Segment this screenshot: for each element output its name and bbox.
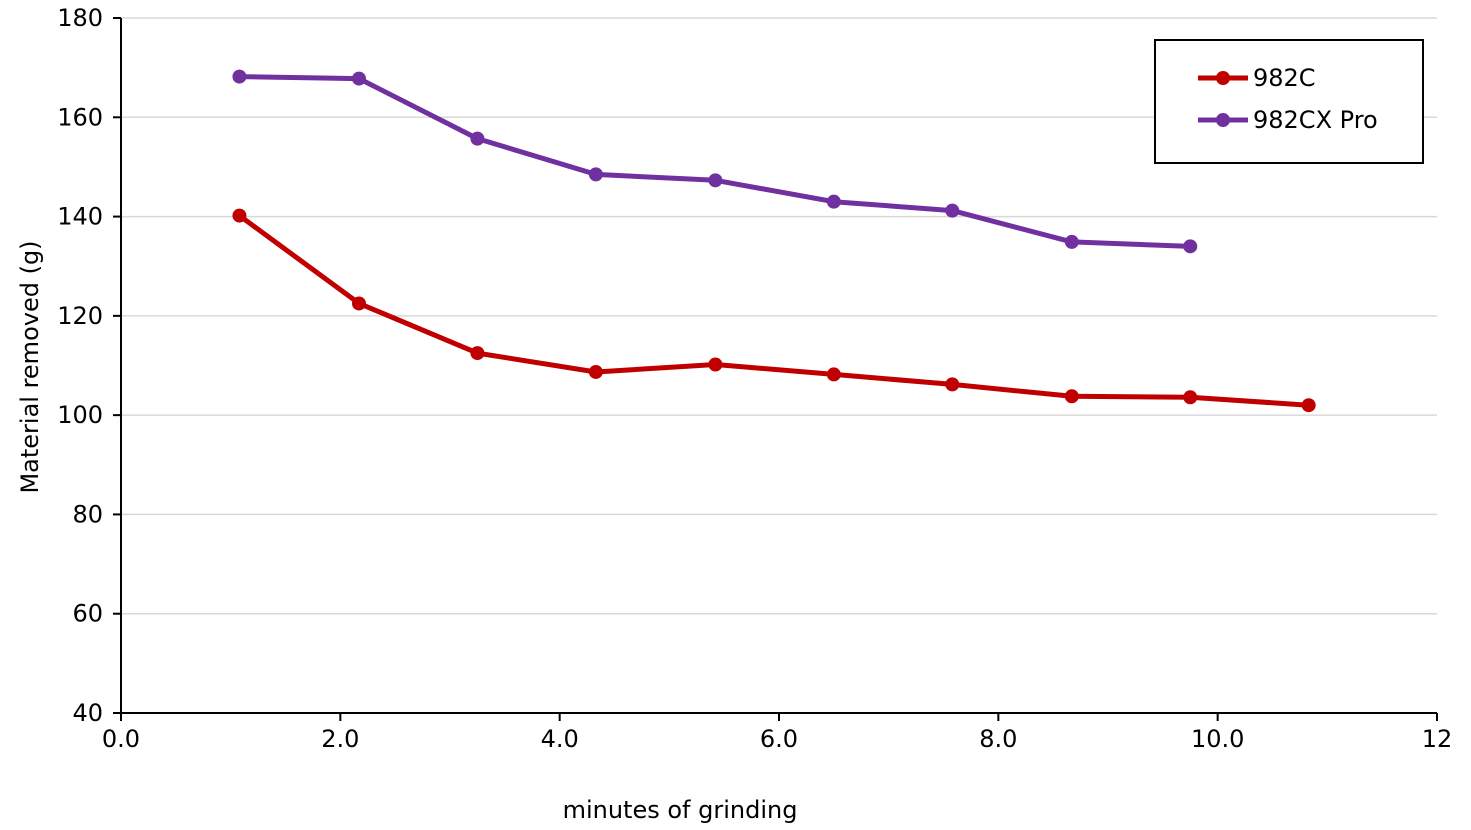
data-point — [588, 167, 603, 182]
x-tick-label: 8.0 — [979, 725, 1017, 753]
x-tick-label: 4.0 — [541, 725, 579, 753]
grid-lines — [121, 17, 1437, 615]
data-point — [588, 364, 603, 379]
data-point — [826, 194, 841, 209]
series-line — [236, 213, 1312, 408]
y-tick-label: 100 — [57, 401, 103, 429]
data-point — [470, 346, 485, 361]
x-tick-label: 12 — [1422, 725, 1453, 753]
data-point — [1064, 234, 1079, 249]
legend-label: 982CX Pro — [1253, 106, 1378, 134]
legend-box — [1154, 39, 1424, 164]
data-point — [232, 208, 247, 223]
y-tick-label: 40 — [72, 699, 103, 727]
data-point — [708, 173, 723, 188]
y-tick-label: 80 — [72, 500, 103, 528]
legend: 982C 982CX Pro — [1154, 39, 1424, 164]
y-tick-label: 180 — [57, 4, 103, 32]
y-axis-ticks: 40 60 80 100 120 140 160 180 — [57, 4, 121, 727]
y-tick-label: 120 — [57, 302, 103, 330]
legend-swatch-marker — [1216, 113, 1230, 127]
y-tick-label: 160 — [57, 103, 103, 131]
data-point — [351, 296, 366, 311]
y-tick-label: 140 — [57, 203, 103, 231]
legend-items: 982C 982CX Pro — [1198, 64, 1378, 134]
series-line — [236, 74, 1193, 249]
data-point — [470, 131, 485, 146]
x-axis-ticks: 0.0 2.0 4.0 6.0 8.0 10.0 12 — [102, 713, 1452, 753]
data-point — [351, 71, 366, 86]
x-axis-title: minutes of grinding — [563, 796, 798, 824]
x-tick-label: 0.0 — [102, 725, 140, 753]
data-point — [826, 367, 841, 382]
x-tick-label: 2.0 — [321, 725, 359, 753]
series-group — [232, 69, 1316, 413]
data-point — [1183, 239, 1198, 254]
data-point — [1183, 390, 1198, 405]
legend-swatch-marker — [1216, 71, 1230, 85]
data-point — [708, 357, 723, 372]
data-point — [945, 203, 960, 218]
data-point — [945, 377, 960, 392]
data-point — [1064, 389, 1079, 404]
legend-label: 982C — [1253, 64, 1316, 92]
data-point — [232, 69, 247, 84]
y-axis-title: Material removed (g) — [16, 240, 44, 493]
y-tick-label: 60 — [72, 600, 103, 628]
series-2 — [232, 69, 1198, 254]
data-point — [1301, 398, 1316, 413]
x-tick-label: 10.0 — [1191, 725, 1244, 753]
x-tick-label: 6.0 — [760, 725, 798, 753]
series-1 — [232, 208, 1316, 413]
